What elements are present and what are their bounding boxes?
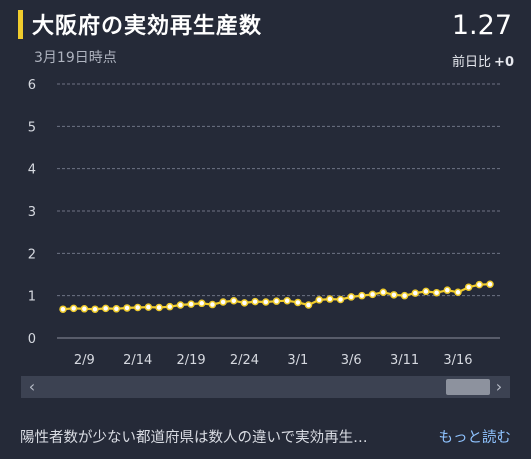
data-point bbox=[379, 288, 387, 297]
data-point bbox=[400, 291, 409, 300]
data-point bbox=[272, 297, 281, 305]
data-point bbox=[230, 296, 238, 305]
data-point bbox=[133, 303, 142, 312]
data-point bbox=[315, 296, 323, 304]
y-tick-label: 4 bbox=[28, 163, 36, 178]
data-point bbox=[294, 298, 302, 307]
data-point bbox=[155, 303, 163, 312]
data-point bbox=[390, 291, 398, 299]
y-tick-label: 6 bbox=[28, 78, 36, 93]
data-point bbox=[358, 291, 366, 300]
x-tick-label: 3/16 bbox=[443, 353, 472, 368]
data-point bbox=[112, 305, 121, 313]
data-point bbox=[240, 299, 249, 307]
data-point bbox=[59, 305, 67, 313]
data-point bbox=[262, 298, 270, 306]
data-point bbox=[454, 288, 462, 297]
data-point bbox=[187, 300, 195, 308]
data-point bbox=[176, 301, 185, 309]
scroll-left-arrow-icon[interactable]: ‹ bbox=[28, 377, 36, 396]
data-point bbox=[411, 289, 420, 297]
x-tick-label: 3/11 bbox=[390, 353, 419, 368]
read-more-link[interactable]: もっと読む bbox=[438, 430, 512, 446]
title-accent-bar bbox=[18, 10, 23, 39]
data-point bbox=[432, 288, 441, 297]
line-chart: 0 1 2 3 4 5 6 2/9 2/14 2/19 2/24 3/1 3/6 3/11 3/16 bbox=[28, 78, 500, 368]
data-point bbox=[69, 304, 78, 313]
data-point bbox=[283, 296, 291, 305]
data-point bbox=[166, 302, 174, 311]
scroll-thumb[interactable] bbox=[446, 379, 490, 395]
y-tick-label: 5 bbox=[28, 120, 36, 135]
y-tick-label: 1 bbox=[28, 290, 36, 305]
data-point bbox=[304, 301, 313, 309]
data-point bbox=[326, 295, 334, 303]
scroll-right-arrow-icon[interactable]: › bbox=[495, 377, 503, 396]
data-point bbox=[219, 298, 227, 306]
data-point bbox=[198, 299, 206, 308]
data-point bbox=[368, 290, 377, 299]
x-tick-label: 2/14 bbox=[123, 353, 152, 368]
data-point bbox=[475, 280, 484, 289]
diff-text: 前日比 bbox=[452, 55, 492, 70]
x-tick-label: 3/6 bbox=[341, 353, 362, 368]
data-point bbox=[443, 286, 452, 294]
data-point bbox=[422, 287, 430, 296]
x-tick-label: 3/1 bbox=[287, 353, 308, 368]
chart-scrollbar[interactable]: ‹ › bbox=[21, 376, 510, 398]
y-tick-label: 2 bbox=[28, 247, 36, 262]
chart-title: 大阪府の実効再生産数 bbox=[32, 14, 263, 39]
diff-label: 前日比 +0 bbox=[452, 51, 514, 70]
data-point bbox=[251, 297, 259, 306]
y-tick-label: 3 bbox=[28, 205, 36, 220]
diff-value: +0 bbox=[494, 55, 514, 70]
data-point bbox=[464, 283, 473, 291]
data-point bbox=[91, 305, 99, 313]
y-tick-label: 0 bbox=[28, 332, 36, 347]
data-point bbox=[336, 295, 345, 304]
data-point bbox=[208, 300, 217, 309]
x-tick-label: 2/9 bbox=[74, 353, 95, 368]
footer-note: 陽性者数が少ない都道府県は数人の違いで実効再生… bbox=[20, 430, 368, 446]
data-point bbox=[101, 304, 110, 313]
date-label: 3月19日時点 bbox=[34, 50, 117, 66]
data-point bbox=[347, 293, 355, 301]
x-tick-label: 2/24 bbox=[230, 353, 259, 368]
data-point bbox=[486, 280, 494, 288]
data-point bbox=[144, 303, 153, 311]
x-tick-label: 2/19 bbox=[176, 353, 205, 368]
data-point bbox=[123, 304, 131, 312]
current-value: 1.27 bbox=[451, 10, 512, 41]
data-point bbox=[80, 305, 89, 313]
